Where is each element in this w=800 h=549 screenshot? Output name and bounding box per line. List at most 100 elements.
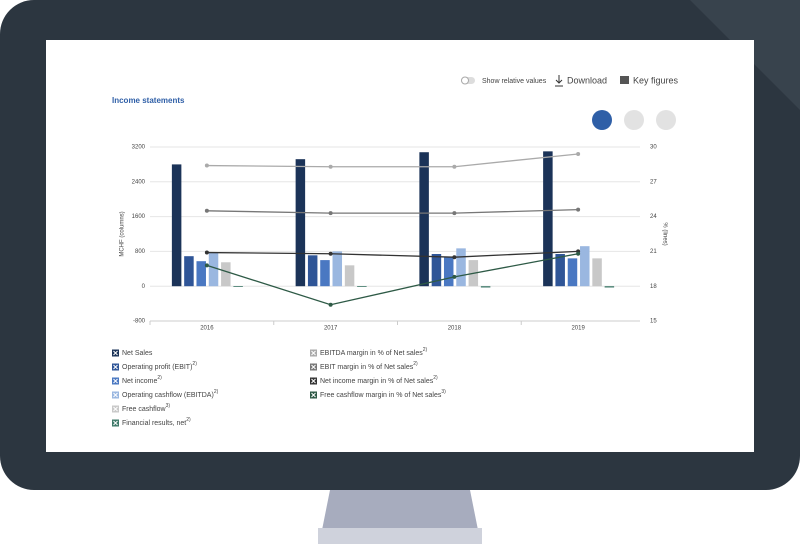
line	[206, 208, 579, 214]
screen	[46, 40, 754, 452]
y-tick-label: -800	[133, 319, 146, 325]
bar	[431, 254, 442, 287]
legend-footnote: 2)	[157, 375, 162, 381]
legend-entry[interactable]: Operating profit (EBIT)2)	[122, 361, 197, 371]
bar	[307, 255, 318, 287]
key-figures-button[interactable]: Key figures	[633, 75, 679, 85]
legend-label: EBIT margin in % of Net sales	[320, 364, 414, 371]
bar	[295, 159, 306, 287]
legend-label: Net income margin in % of Net sales	[320, 378, 434, 385]
legend-check	[113, 364, 118, 370]
line-marker	[452, 255, 457, 260]
line	[206, 153, 579, 168]
line-marker	[328, 164, 333, 169]
legend-check	[311, 350, 316, 356]
legend-footnote: 2)	[214, 389, 219, 395]
line-marker	[328, 211, 333, 216]
line-marker	[452, 211, 457, 216]
bar	[332, 251, 343, 287]
bar-view-button[interactable]	[624, 110, 644, 130]
legend-check	[311, 364, 316, 370]
table-view-button[interactable]	[656, 110, 676, 130]
bar	[171, 164, 182, 287]
legend-entry[interactable]: Net income2)	[122, 375, 162, 385]
legend-footnote: 3)	[166, 403, 171, 409]
line-marker	[204, 263, 209, 268]
line-marker	[204, 208, 209, 213]
y2-tick-label: 27	[650, 179, 657, 185]
legend-entry[interactable]: Financial results, net2)	[122, 417, 191, 427]
line	[206, 250, 579, 258]
bar	[480, 286, 491, 288]
y-tick-label: 1600	[132, 214, 146, 220]
legend-entry[interactable]: Free cashflow3)	[122, 403, 170, 413]
x-tick-label: 2019	[571, 326, 585, 332]
y-axis-title: MCHF (columns)	[120, 211, 126, 256]
bar	[184, 256, 194, 287]
legend-footnote: 2)	[186, 417, 191, 423]
bar	[221, 262, 231, 287]
legend-entry[interactable]: EBITDA margin in % of Net sales2)	[320, 347, 427, 357]
bar	[604, 286, 615, 288]
legend-check	[113, 350, 118, 356]
legend-check	[311, 392, 316, 398]
legend-label: Net income	[122, 378, 158, 385]
toggle-label: Show relative values	[482, 78, 547, 85]
legend-label: Operating profit (EBIT)	[122, 364, 192, 371]
download-button[interactable]: Download	[567, 75, 607, 85]
legend-footnote: 2)	[433, 375, 438, 381]
legend-label: Free cashflow margin in % of Net sales	[320, 392, 442, 399]
y-tick-label: 0	[142, 284, 146, 290]
legend-label: Financial results, net	[122, 420, 186, 427]
bar	[592, 258, 602, 287]
line-marker	[204, 250, 209, 255]
bar	[443, 257, 454, 287]
legend-entry[interactable]: EBIT margin in % of Net sales2)	[320, 361, 418, 371]
legend-label: EBITDA margin in % of Net sales	[320, 350, 423, 357]
legend-check	[311, 378, 316, 384]
legend-footnote: 2)	[413, 361, 418, 367]
legend-footnote: 2)	[192, 361, 197, 367]
bar	[233, 286, 243, 287]
x-tick-label: 2016	[200, 326, 214, 332]
line-marker	[204, 163, 209, 168]
bar	[456, 248, 466, 287]
y2-axis-title: % (lines)	[661, 222, 667, 245]
bar	[357, 286, 367, 287]
y2-tick-label: 24	[650, 214, 657, 220]
y2-tick-label: 30	[650, 145, 657, 151]
bar	[320, 260, 330, 287]
legend-label: Operating cashflow (EBITDA)	[122, 392, 214, 399]
line-marker	[576, 151, 581, 156]
bar	[567, 258, 578, 287]
legend-footnote: 3)	[441, 389, 446, 395]
legend-footnote: 2)	[423, 347, 428, 353]
legend-check	[113, 420, 118, 426]
legend-check	[113, 406, 118, 412]
y2-tick-label: 15	[650, 319, 657, 325]
bar	[208, 252, 219, 287]
legend-entry[interactable]: Free cashflow margin in % of Net sales3)	[320, 389, 446, 399]
stand-base	[318, 528, 482, 544]
bar	[543, 151, 553, 287]
legend-check	[113, 378, 118, 384]
line-marker	[452, 274, 457, 279]
line-marker	[328, 302, 333, 307]
x-tick-label: 2017	[324, 326, 338, 332]
y2-tick-label: 21	[650, 249, 657, 255]
y-tick-label: 800	[135, 249, 146, 255]
y2-tick-label: 18	[650, 284, 657, 290]
x-tick-label: 2018	[448, 326, 462, 332]
legend-entry[interactable]: Operating cashflow (EBITDA)2)	[122, 389, 219, 399]
key-figures-icon	[620, 76, 629, 84]
line-marker	[328, 251, 333, 256]
chart-view-button[interactable]	[592, 110, 612, 130]
legend-entry[interactable]: Net Sales	[122, 350, 153, 357]
legend-entry[interactable]: Net income margin in % of Net sales2)	[320, 375, 438, 385]
line-marker	[576, 251, 581, 256]
line-marker	[576, 207, 581, 212]
legend-label: Net Sales	[122, 350, 153, 357]
bar	[419, 152, 429, 287]
